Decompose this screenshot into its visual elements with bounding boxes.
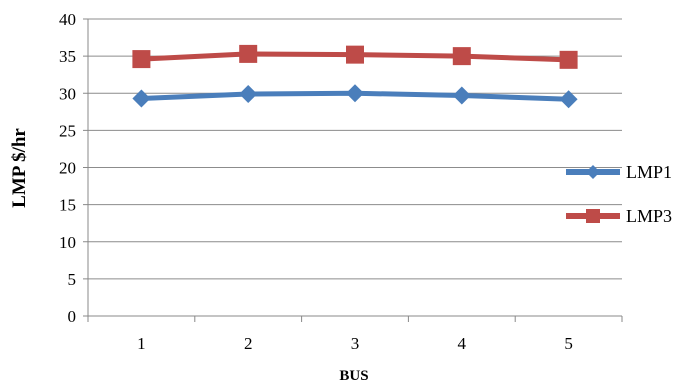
x-tick-label: 3 (351, 334, 360, 353)
series-lmp3 (132, 44, 578, 69)
x-tick-label: 4 (458, 334, 467, 353)
x-tick-label: 1 (137, 334, 146, 353)
y-tick-label: 40 (59, 10, 76, 29)
legend-marker (586, 165, 600, 179)
series-layer (132, 44, 578, 109)
data-point (559, 90, 578, 109)
y-tick-label: 30 (59, 84, 76, 103)
data-point (452, 47, 471, 66)
legend: LMP1 LMP3 (566, 162, 672, 226)
data-point (452, 86, 471, 105)
y-tick-label: 25 (59, 121, 76, 140)
y-tick-label: 35 (59, 47, 76, 66)
x-tick-label: 2 (244, 334, 253, 353)
y-tick-label: 10 (59, 233, 76, 252)
legend-label: LMP3 (626, 206, 672, 226)
y-tick-label: 5 (68, 270, 77, 289)
data-point (239, 44, 258, 63)
data-point (132, 89, 151, 108)
x-axis-title: BUS (339, 368, 368, 384)
data-point (239, 84, 258, 103)
y-axis-title: LMP $/hr (9, 128, 30, 208)
data-point (132, 50, 151, 69)
series-lmp1 (132, 84, 578, 109)
x-tick-label: 5 (564, 334, 573, 353)
legend-marker (586, 209, 600, 223)
y-tick-label: 15 (59, 196, 76, 215)
y-axis-ticks: 0 5 10 15 20 25 30 35 40 (59, 10, 88, 326)
data-point (346, 45, 364, 64)
legend-item-lmp1: LMP1 (566, 162, 672, 182)
legend-label: LMP1 (626, 162, 672, 182)
data-point (346, 84, 364, 103)
legend-item-lmp3: LMP3 (566, 206, 672, 226)
x-axis-ticks: 1 2 3 4 5 (87, 316, 623, 353)
y-tick-label: 0 (68, 307, 77, 326)
y-tick-label: 20 (59, 159, 76, 178)
data-point (559, 50, 578, 69)
